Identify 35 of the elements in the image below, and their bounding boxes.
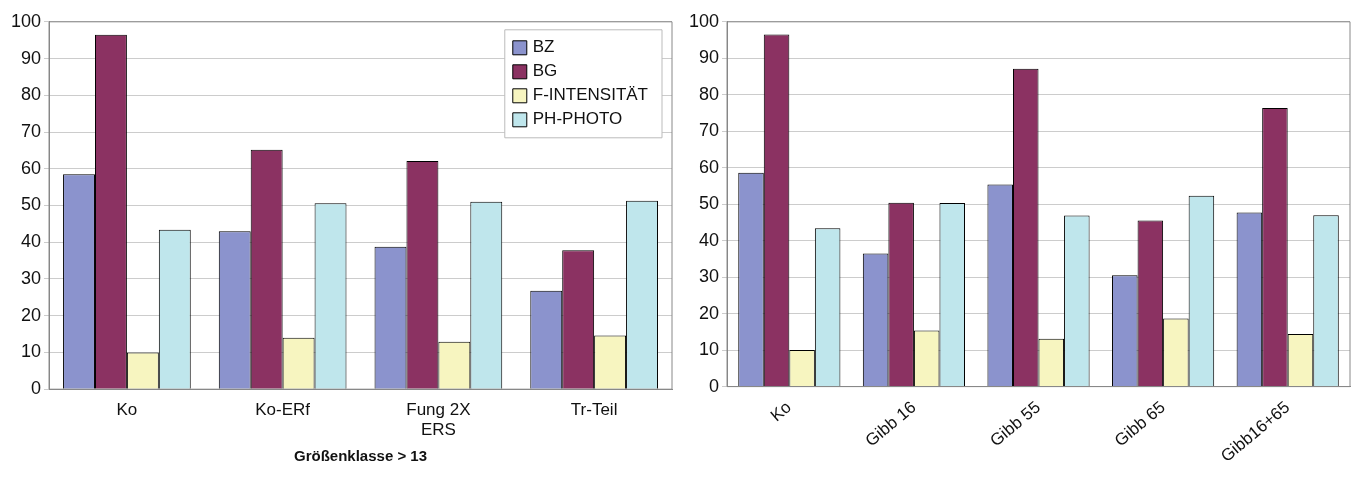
y-tick-label: 50 <box>699 193 720 214</box>
y-tick-label: 40 <box>699 229 720 250</box>
legend-label: BG <box>532 61 558 81</box>
x-tick-label: Gibb 16 <box>861 397 920 451</box>
x-tick-label: Ko <box>766 397 795 426</box>
y-tick-label: 90 <box>21 47 42 68</box>
y-tick-label: 10 <box>699 339 720 360</box>
x-axis-title: Größenklasse > 13 <box>294 447 428 465</box>
x-tick-label: Gibb 55 <box>986 397 1045 451</box>
y-tick-label: 80 <box>699 83 720 104</box>
y-tick-label: 10 <box>21 341 42 362</box>
x-tick-label: Fung 2X ERS <box>406 400 471 440</box>
y-tick-label: 90 <box>699 47 720 68</box>
x-tick-label: Ko-ERf <box>255 400 311 420</box>
x-tick-label: Ko <box>116 400 138 420</box>
y-tick-label: 50 <box>21 194 42 215</box>
x-tick-label: Gibb 65 <box>1110 397 1169 451</box>
y-tick-label: 70 <box>21 120 42 141</box>
y-tick-label: 20 <box>21 304 42 325</box>
legend-label: PH-PHOTO <box>532 109 623 129</box>
legend-label: F-INTENSITÄT <box>532 85 648 105</box>
y-tick-label: 60 <box>699 156 720 177</box>
y-tick-label: 60 <box>21 157 42 178</box>
y-tick-label: 40 <box>21 231 42 252</box>
y-tick-label: 30 <box>21 267 42 288</box>
y-tick-label: 80 <box>21 84 42 105</box>
y-tick-label: 0 <box>31 378 42 399</box>
y-tick-label: 100 <box>10 10 42 31</box>
legend-label: BZ <box>532 37 555 57</box>
y-tick-label: 70 <box>699 120 720 141</box>
x-tick-label: Tr-Teil <box>570 400 618 420</box>
y-tick-label: 0 <box>709 375 720 396</box>
y-tick-label: 20 <box>699 302 720 323</box>
y-tick-label: 100 <box>688 10 720 31</box>
y-tick-label: 30 <box>699 266 720 287</box>
